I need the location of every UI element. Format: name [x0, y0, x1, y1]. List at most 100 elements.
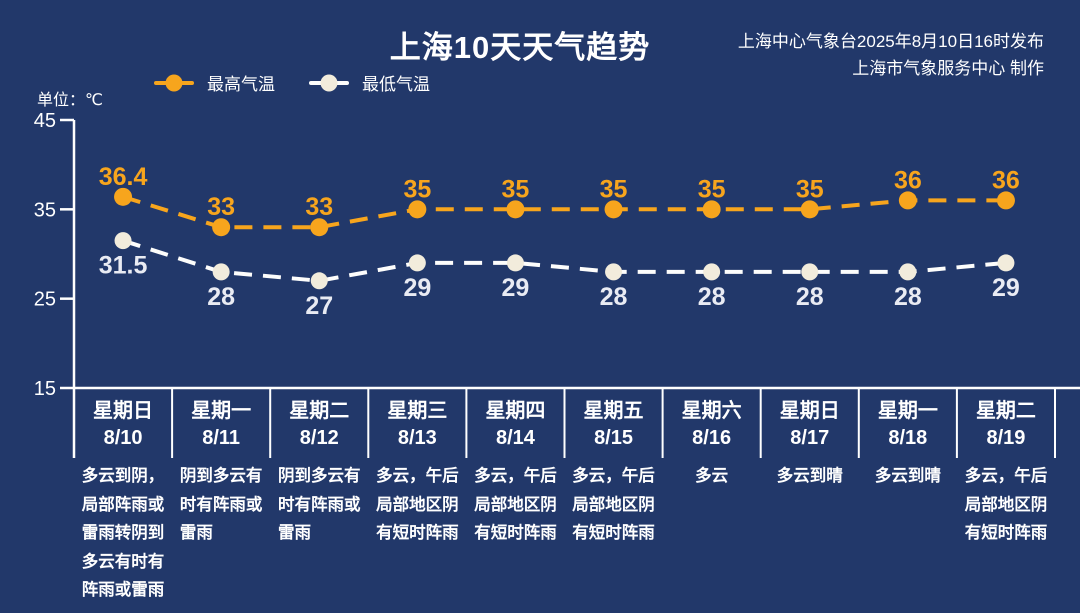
- day-label: 星期日: [93, 399, 154, 422]
- weather-text: 多云，午后 局部地区阴 有短时阵雨: [474, 467, 557, 542]
- min-temp-value-label: 28: [698, 283, 726, 311]
- max-temp-series-line: [122, 194, 1006, 230]
- date-label: 8/18: [888, 426, 928, 449]
- data-point-marker: [702, 200, 721, 219]
- max-temp-legend-marker-icon: [154, 74, 194, 91]
- date-label: 8/13: [397, 426, 437, 449]
- weather-text: 阴到多云有 时有阵雨或 雷雨: [277, 467, 361, 542]
- min-temp-value-label: 28: [600, 283, 628, 311]
- data-point-marker: [114, 187, 133, 206]
- weather-cell: 多云，午后 局部地区阴 有短时阵雨: [957, 462, 1055, 605]
- data-point-marker: [996, 191, 1015, 210]
- weather-text: 多云到阴， 局部阵雨或 雷雨转阴到 多云有时有 阵雨或雷雨: [81, 467, 165, 599]
- weather-text: 多云到晴: [874, 467, 941, 485]
- legend-label-max: 最高气温: [207, 75, 275, 94]
- day-label: 星期三: [387, 399, 448, 422]
- data-point-marker: [310, 218, 329, 237]
- day-label: 星期二: [289, 399, 350, 422]
- y-tick-label: 45: [34, 110, 56, 132]
- max-temp-value-label: 35: [600, 175, 628, 203]
- min-temp-value-label: 29: [403, 274, 431, 302]
- data-point-marker: [800, 200, 819, 219]
- day-cell: 星期二 8/19: [957, 389, 1055, 458]
- page-title: 上海10天天气趋势: [389, 30, 651, 65]
- weather-desc-row: 多云到阴， 局部阵雨或 雷雨转阴到 多云有时有 阵雨或雷雨 阴到多云有 时有阵雨或…: [74, 462, 1055, 605]
- date-label: 8/11: [202, 426, 241, 449]
- max-temp-value-label: 33: [305, 193, 333, 221]
- date-label: 8/15: [594, 426, 633, 449]
- weather-text: 多云，午后 局部地区阴 有短时阵雨: [572, 467, 655, 542]
- legend-label-min: 最低气温: [362, 75, 430, 94]
- min-temp-value-label: 31.5: [99, 252, 148, 280]
- weather-cell: 多云到阴， 局部阵雨或 雷雨转阴到 多云有时有 阵雨或雷雨: [74, 462, 172, 605]
- data-point-marker: [898, 191, 917, 210]
- min-temp-value-label: 29: [992, 274, 1020, 302]
- min-temp-dot-icon: [320, 74, 338, 91]
- max-temp-dot-icon: [165, 74, 183, 91]
- weather-cell: 多云到晴: [859, 462, 957, 605]
- data-point-marker: [408, 254, 426, 272]
- date-label: 8/16: [692, 426, 732, 449]
- min-temp-value-label: 28: [207, 283, 235, 311]
- date-label: 8/17: [790, 426, 830, 449]
- data-point-marker: [506, 254, 524, 272]
- weather-text: 多云，午后 局部地区阴 有短时阵雨: [376, 467, 459, 542]
- min-temp-value-label: 27: [305, 292, 333, 320]
- weather-cell: 阴到多云有 时有阵雨或 雷雨: [172, 462, 270, 605]
- day-label: 星期一: [877, 399, 938, 422]
- max-temp-value-label: 36: [894, 166, 922, 194]
- data-point-marker: [801, 263, 819, 281]
- min-temp-series-line: [122, 238, 1007, 283]
- data-point-marker: [997, 254, 1015, 272]
- min-temp-value-label: 28: [894, 283, 922, 311]
- min-temp-value-label: 28: [796, 283, 824, 311]
- data-point-marker: [212, 218, 231, 237]
- data-point-marker: [114, 232, 132, 250]
- min-temp-value-label: 29: [502, 274, 530, 302]
- date-label: 8/10: [103, 426, 143, 449]
- date-label: 8/12: [299, 426, 339, 449]
- day-cell: 星期一 8/18: [859, 389, 957, 458]
- day-cell: 星期一 8/11: [172, 389, 270, 458]
- weather-cell: 多云，午后 局部地区阴 有短时阵雨: [466, 462, 564, 605]
- data-point-marker: [506, 200, 525, 219]
- weather-cell: 阴到多云有 时有阵雨或 雷雨: [270, 462, 368, 605]
- day-label: 星期二: [975, 399, 1036, 422]
- day-label: 星期四: [485, 399, 546, 422]
- source-line-producer: 上海市气象服务中心 制作: [852, 59, 1044, 78]
- legend-item-max: 最高气温: [154, 70, 275, 95]
- unit-label: 单位：℃: [37, 92, 103, 109]
- legend-item-min: 最低气温: [309, 70, 430, 95]
- max-temp-value-label: 35: [403, 175, 431, 203]
- weather-text: 多云，午后 局部地区阴 有短时阵雨: [964, 467, 1048, 542]
- day-cell: 星期日 8/10: [74, 389, 172, 458]
- day-cell: 星期五 8/15: [564, 389, 662, 458]
- day-cell: 星期日 8/17: [761, 389, 859, 458]
- y-tick-label: 15: [34, 378, 56, 400]
- data-point-marker: [604, 200, 623, 219]
- min-temp-legend-marker-icon: [309, 74, 349, 91]
- max-temp-value-label: 33: [207, 193, 235, 221]
- weather-cell: 多云到晴: [761, 462, 859, 605]
- date-label: 8/19: [986, 426, 1026, 449]
- source-line-issued: 上海中心气象台2025年8月10日16时发布: [737, 32, 1044, 51]
- weather-text: 多云到晴: [776, 467, 843, 485]
- weather-text: 多云: [695, 467, 729, 485]
- max-temp-value-label: 36.4: [99, 163, 148, 191]
- day-label: 星期一: [191, 399, 252, 422]
- data-point-marker: [310, 272, 328, 290]
- day-cell: 星期二 8/12: [270, 389, 368, 458]
- weather-cell: 多云: [663, 462, 761, 605]
- source-info: 上海中心气象台2025年8月10日16时发布 上海市气象服务中心 制作: [738, 28, 1044, 82]
- data-point-marker: [212, 263, 230, 281]
- day-date-row: 星期日 8/10 星期一 8/11 星期二 8/12 星期三 8/13 星期四 8/14 星期五 8/…: [74, 389, 1055, 458]
- day-cell: 星期四 8/14: [466, 389, 564, 458]
- y-tick-label: 35: [34, 199, 56, 221]
- max-temp-value-label: 35: [796, 175, 824, 203]
- data-point-marker: [899, 263, 917, 281]
- day-label: 星期六: [681, 399, 742, 422]
- data-point-marker: [605, 263, 623, 281]
- date-label: 8/14: [495, 426, 535, 449]
- day-label: 星期五: [583, 399, 644, 422]
